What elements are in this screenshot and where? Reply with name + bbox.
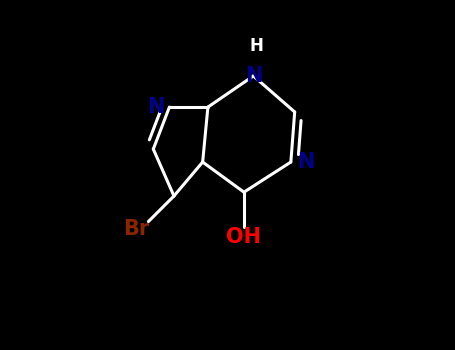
Text: Br: Br [123, 219, 150, 239]
Text: H: H [250, 37, 264, 55]
Text: N: N [147, 97, 164, 117]
Text: OH: OH [227, 227, 262, 247]
Text: N: N [245, 66, 262, 86]
Text: N: N [297, 152, 314, 172]
